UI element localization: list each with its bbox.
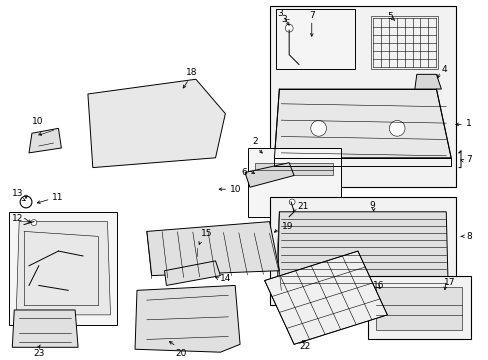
Text: 1: 1 xyxy=(465,119,471,128)
Circle shape xyxy=(285,24,292,32)
Polygon shape xyxy=(29,128,61,153)
Polygon shape xyxy=(135,285,240,352)
Text: 13: 13 xyxy=(12,189,24,198)
Bar xyxy=(367,276,470,339)
Polygon shape xyxy=(164,261,220,285)
Text: 3-: 3- xyxy=(281,15,290,24)
Polygon shape xyxy=(88,79,225,168)
Polygon shape xyxy=(375,287,461,330)
Text: 11: 11 xyxy=(51,193,63,202)
Circle shape xyxy=(20,196,32,208)
Circle shape xyxy=(388,121,404,136)
Circle shape xyxy=(310,121,326,136)
Text: 7: 7 xyxy=(308,10,314,19)
Text: 20: 20 xyxy=(175,349,186,358)
Polygon shape xyxy=(264,251,386,344)
Polygon shape xyxy=(277,212,447,290)
Text: 18: 18 xyxy=(186,68,197,77)
Text: 21: 21 xyxy=(296,202,308,211)
Text: 2: 2 xyxy=(251,137,257,146)
Text: 5: 5 xyxy=(386,13,392,22)
Text: 7: 7 xyxy=(465,155,471,164)
Circle shape xyxy=(31,220,37,225)
Bar xyxy=(269,197,455,305)
Circle shape xyxy=(193,240,201,248)
Text: 10: 10 xyxy=(32,117,43,126)
Text: 12: 12 xyxy=(12,214,23,223)
Polygon shape xyxy=(414,74,441,89)
Text: 17: 17 xyxy=(444,278,455,287)
Bar xyxy=(269,6,455,187)
Text: 16: 16 xyxy=(372,280,384,289)
Bar xyxy=(276,9,354,69)
Text: 23: 23 xyxy=(33,349,44,358)
Text: 15: 15 xyxy=(201,229,212,238)
Bar xyxy=(370,17,438,69)
Text: 22: 22 xyxy=(298,342,309,351)
Polygon shape xyxy=(16,222,110,315)
Text: 6: 6 xyxy=(241,168,246,177)
Polygon shape xyxy=(254,163,333,175)
Text: 10: 10 xyxy=(230,185,241,194)
Polygon shape xyxy=(146,222,279,276)
Text: 19: 19 xyxy=(282,222,293,231)
Text: 9: 9 xyxy=(369,201,375,210)
Polygon shape xyxy=(274,89,450,158)
Text: 8: 8 xyxy=(465,232,471,241)
Circle shape xyxy=(288,199,294,205)
Polygon shape xyxy=(244,163,293,187)
Text: 14: 14 xyxy=(220,274,231,283)
Bar xyxy=(9,212,117,325)
Text: 3: 3 xyxy=(277,9,283,18)
Text: 4: 4 xyxy=(441,65,446,74)
Polygon shape xyxy=(12,310,78,347)
Bar xyxy=(247,148,341,217)
